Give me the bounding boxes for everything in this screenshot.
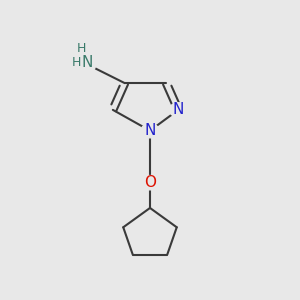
Ellipse shape — [141, 176, 159, 190]
Ellipse shape — [169, 103, 187, 117]
Text: N: N — [172, 102, 184, 117]
Text: H: H — [72, 56, 81, 69]
Text: O: O — [144, 175, 156, 190]
Text: N: N — [81, 55, 92, 70]
Text: N: N — [144, 123, 156, 138]
Text: H: H — [77, 42, 86, 55]
Ellipse shape — [141, 124, 159, 138]
Ellipse shape — [64, 44, 97, 77]
